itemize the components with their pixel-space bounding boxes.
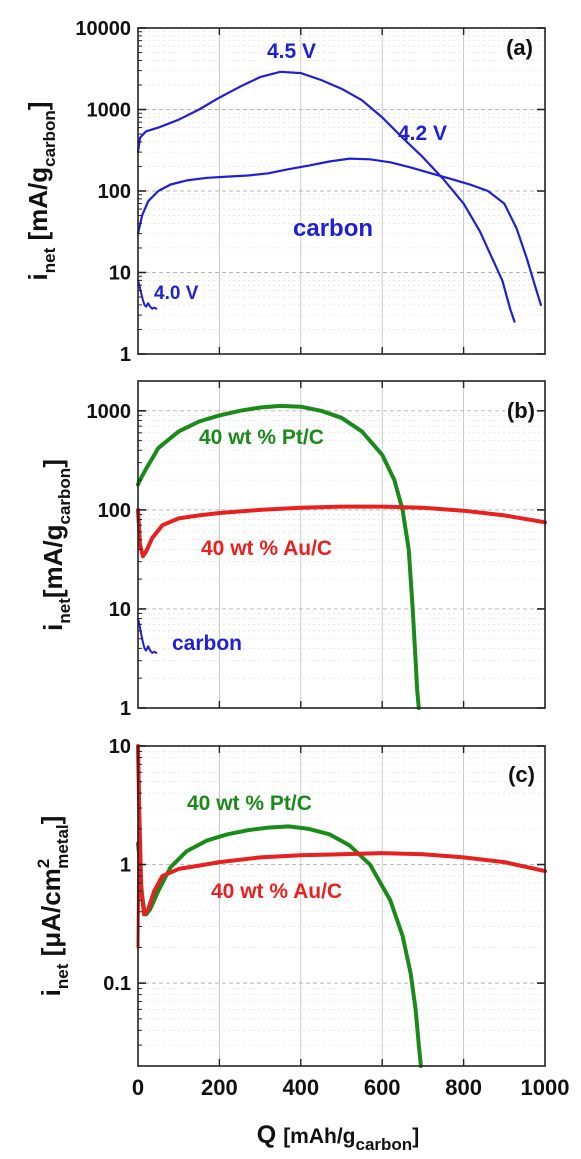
x-tick-label: 400 <box>282 1075 319 1100</box>
panel-c-label: (c) <box>508 762 535 787</box>
panel-b: 1 10 100 1000 inet[mA/gcarbon] (b) 40 wt % … <box>38 380 547 720</box>
annotation-pt-c-b: 40 wt % Pt/C <box>199 426 324 449</box>
panel-b-frame <box>137 380 546 709</box>
panel-c-y-ticks: 0.1 1 10 <box>103 736 545 1066</box>
series-line-a-1 <box>136 157 543 306</box>
series-line-a-0 <box>136 70 516 323</box>
annotation-4-5v: 4.5 V <box>267 40 316 63</box>
panel-b-y-ticks: 1 10 100 1000 <box>87 381 545 720</box>
y-tick-label: 10 <box>109 599 131 621</box>
panel-c-grid <box>138 746 545 1066</box>
y-tick-label: 10 <box>109 263 131 285</box>
y-tick-label: 1000 <box>87 401 132 423</box>
annotation-au-c-b: 40 wt % Au/C <box>201 537 332 560</box>
panel-a-y-ticks: 1 10 100 1000 10000 <box>75 18 545 366</box>
annotation-4-2v: 4.2 V <box>398 122 447 145</box>
x-tick-label: 0 <box>132 1075 144 1100</box>
y-tick-label: 0.1 <box>103 973 131 995</box>
annotation-carbon-b: carbon <box>172 632 242 655</box>
panel-c-frame <box>137 745 546 1067</box>
panel-a: 1 10 100 1000 10000 inet [mA/gcarbon] (a) 4.… <box>23 18 546 366</box>
series-line-b-2 <box>137 617 158 654</box>
series-line-b-1 <box>136 504 547 559</box>
annotation-4-0v: 4.0 V <box>154 283 199 304</box>
panel-c-y-axis-label: inet [μA/cm2metal] <box>34 816 72 997</box>
y-tick-label: 10 <box>109 736 131 758</box>
series-line-c-1 <box>136 744 547 917</box>
y-tick-label: 1 <box>120 344 131 366</box>
panel-b-label: (b) <box>507 398 535 423</box>
y-tick-label: 1000 <box>87 100 132 122</box>
x-tick-label: 200 <box>201 1075 238 1100</box>
panel-b-series <box>136 403 547 710</box>
y-tick-label: 1 <box>120 855 131 877</box>
annotation-carbon-a: carbon <box>293 215 373 242</box>
x-tick-label: 1000 <box>521 1075 570 1100</box>
panel-b-y-axis-label: inet[mA/gcarbon] <box>38 459 74 631</box>
y-tick-label: 10000 <box>75 18 131 40</box>
x-tick-label: 600 <box>364 1075 401 1100</box>
y-tick-label: 100 <box>98 500 131 522</box>
series-line-b-0 <box>136 403 421 710</box>
y-tick-label: 100 <box>98 181 131 203</box>
panel-a-y-axis-label: inet [mA/gcarbon] <box>23 102 59 281</box>
panel-c-x-ticks: 0 200 400 600 800 1000 <box>132 1075 570 1100</box>
series-line-a-2 <box>137 279 158 310</box>
panel-a-series <box>136 70 543 323</box>
panel-a-grid <box>138 28 545 354</box>
annotation-pt-c-c: 40 wt % Pt/C <box>187 792 312 815</box>
panel-a-label: (a) <box>506 35 533 60</box>
panel-b-grid <box>138 381 545 708</box>
panel-c: 0.1 1 10 0 200 400 600 800 1000 inet [μA/cm2met… <box>34 736 569 1154</box>
y-tick-label: 1 <box>120 698 131 720</box>
annotation-au-c-c: 40 wt % Au/C <box>211 880 342 903</box>
x-axis-label: Q [mAh/gcarbon] <box>257 1121 419 1154</box>
x-tick-label: 800 <box>445 1075 482 1100</box>
